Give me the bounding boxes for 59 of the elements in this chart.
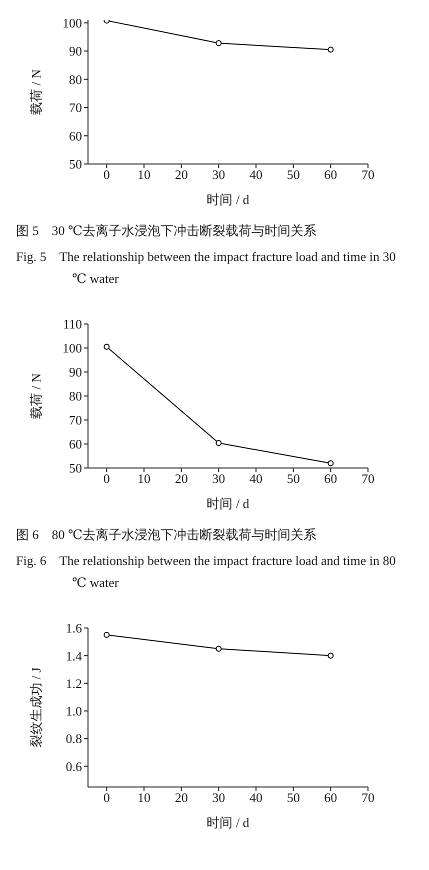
- point: [216, 440, 222, 446]
- y-tick-label: 90: [69, 364, 82, 380]
- x-tick-label: 70: [362, 471, 374, 486]
- text: Fig. 5 The relationship between the impact fracture load and time in 30 ℃ water: [16, 248, 397, 288]
- x-tick-label: 40: [250, 790, 262, 806]
- y-tick-label: 70: [69, 412, 82, 428]
- x-tick-label: 50: [286, 790, 300, 806]
- x-tick-label: 60: [324, 471, 338, 486]
- x-tick-label: 30: [212, 790, 226, 806]
- x-tick-label: 10: [138, 471, 150, 486]
- x-tick-label: 70: [362, 790, 374, 806]
- text: Fig. 6 The relationship between the impact fracture load and time in 80 ℃ water: [16, 552, 397, 592]
- y-axis-title: 载荷 / N: [28, 68, 44, 115]
- y-tick-label: 80: [69, 388, 82, 404]
- x-tick-label: 50: [286, 167, 300, 182]
- x-axis-title: 时间 / d: [206, 496, 250, 511]
- y-tick-label: 1.4: [66, 648, 82, 664]
- x-tick-label: 0: [103, 471, 110, 486]
- x-tick-label: 70: [362, 167, 374, 182]
- y-tick-label: 80: [69, 72, 82, 87]
- y-tick-label: 50: [69, 156, 82, 172]
- x-tick-label: 10: [138, 790, 150, 806]
- x-tick-label: 60: [324, 167, 338, 182]
- x-tick-label: 10: [138, 167, 150, 182]
- y-tick-label: 110: [62, 316, 82, 332]
- text: 图 5 30 ℃去离子水浸泡下冲击断裂载荷与时间关系: [16, 222, 318, 240]
- point: [104, 632, 110, 638]
- x-tick-label: 60: [324, 790, 338, 806]
- y-tick-label: 1.0: [66, 704, 82, 719]
- point: [328, 460, 334, 466]
- y-tick-label: 0.6: [66, 758, 82, 774]
- text: 图 6 80 ℃去离子水浸泡下冲击断裂载荷与时间关系: [16, 526, 318, 544]
- x-tick-label: 0: [103, 790, 110, 806]
- y-axis-title: 裂纹生成功 / J: [28, 667, 44, 748]
- y-tick-label: 1.2: [66, 676, 82, 691]
- x-tick-label: 40: [250, 471, 262, 486]
- y-tick-label: 60: [69, 128, 82, 144]
- x-tick-label: 50: [286, 471, 300, 486]
- y-tick-label: 60: [69, 436, 82, 452]
- x-tick-label: 40: [250, 167, 262, 182]
- x-tick-label: 30: [212, 471, 226, 486]
- y-tick-label: 100: [62, 15, 82, 30]
- x-tick-label: 20: [174, 471, 188, 486]
- x-tick-label: 0: [103, 167, 110, 182]
- x-axis-title: 时间 / d: [206, 192, 250, 207]
- point: [104, 344, 110, 350]
- y-tick-label: 90: [69, 44, 82, 59]
- x-tick-label: 30: [212, 167, 226, 182]
- y-axis-title: 载荷 / N: [28, 372, 44, 419]
- point: [328, 652, 334, 659]
- y-tick-label: 1.6: [66, 620, 82, 636]
- x-tick-label: 20: [174, 167, 188, 182]
- x-axis-title: 时间 / d: [206, 815, 250, 830]
- point: [216, 646, 222, 652]
- y-tick-label: 0.8: [66, 731, 82, 746]
- y-tick-label: 70: [69, 100, 82, 116]
- y-tick-label: 100: [62, 340, 82, 356]
- x-tick-label: 20: [174, 790, 188, 806]
- y-tick-label: 50: [69, 460, 82, 476]
